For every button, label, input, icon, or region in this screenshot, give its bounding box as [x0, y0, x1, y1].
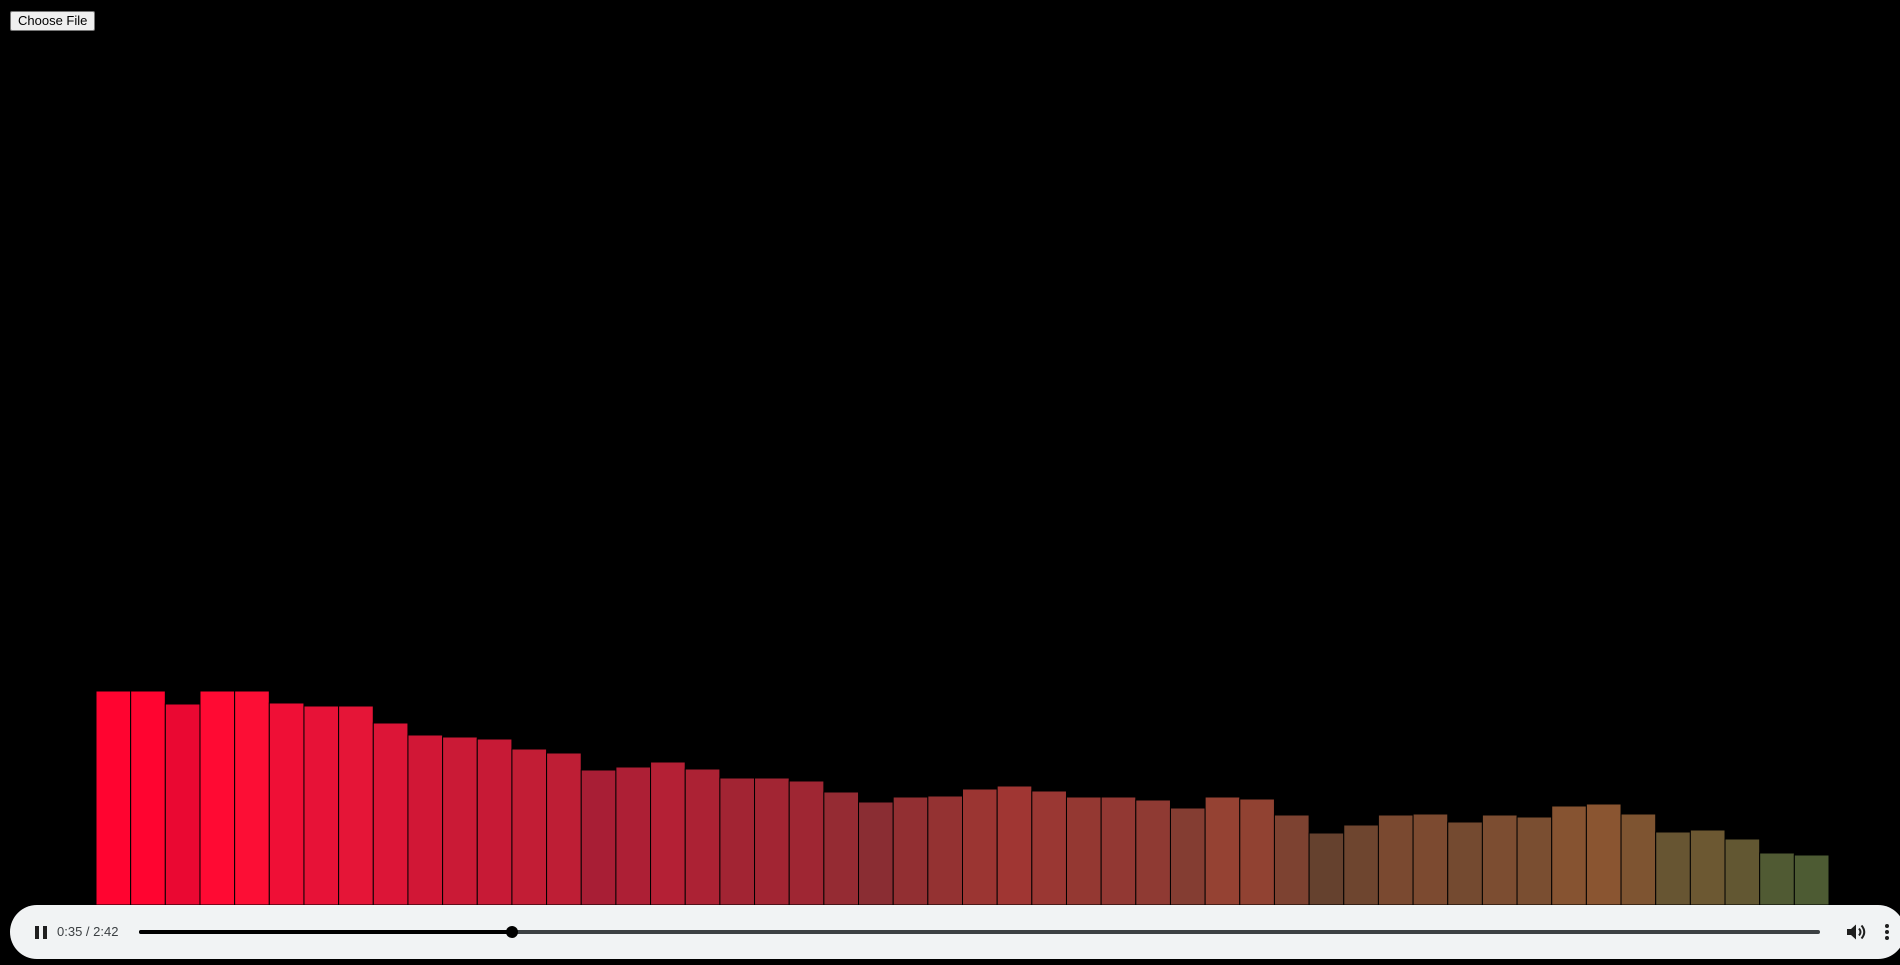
visualizer-bar — [199, 690, 236, 906]
visualizer-bar — [1447, 821, 1483, 906]
visualizer-bar — [338, 705, 374, 906]
visualizer-bar — [546, 752, 582, 906]
visualizer-bar — [1620, 813, 1657, 906]
visualizer-bar — [1481, 814, 1518, 906]
visualizer-bar — [1655, 831, 1691, 906]
visualizer-bar — [130, 690, 166, 906]
time-display: 0:35 / 2:42 — [57, 924, 119, 939]
visualizer-bar — [858, 801, 894, 906]
visualizer-bar — [892, 796, 929, 906]
visualizer-bar — [1308, 832, 1345, 906]
visualizer-bar — [719, 777, 756, 906]
visualizer-bar — [1204, 796, 1241, 906]
pause-icon-bar — [43, 926, 47, 939]
seek-slider[interactable] — [139, 926, 1820, 938]
visualizer-bar — [1273, 814, 1310, 906]
visualizer-bar — [442, 736, 478, 906]
volume-button[interactable] — [1840, 916, 1872, 948]
visualizer-bar — [615, 766, 652, 906]
visualizer-bar — [1239, 798, 1275, 906]
visualizer-bar — [1169, 807, 1206, 906]
more-options-button[interactable] — [1877, 916, 1897, 948]
visualizer-bar — [303, 705, 340, 906]
visualizer-bar — [1516, 816, 1553, 906]
visualizer-bar — [684, 768, 721, 906]
visualizer-bar — [268, 702, 305, 906]
visualizer-bar — [580, 769, 617, 906]
audio-player: 0:35 / 2:42 — [10, 905, 1900, 959]
visualizer-bar — [927, 795, 964, 906]
pause-button[interactable] — [26, 916, 58, 948]
visualizer-bar — [650, 761, 686, 906]
visualizer-bar — [788, 780, 825, 906]
visualizer-bar — [823, 791, 860, 906]
visualizer-bar — [95, 690, 132, 906]
visualizer-bar — [1793, 854, 1830, 906]
visualizer-bar — [1135, 799, 1171, 906]
choose-file-button[interactable]: Choose File — [10, 11, 96, 31]
visualizer-bar — [234, 690, 270, 906]
visualizer-bar — [1031, 790, 1067, 906]
volume-up-icon — [1847, 924, 1866, 940]
visualizer-bar — [511, 748, 548, 906]
visualizer-bar — [754, 777, 790, 906]
pause-icon — [35, 926, 39, 939]
visualizer-bar — [1585, 803, 1622, 906]
seek-slider-thumb[interactable] — [505, 926, 518, 938]
visualizer-bar — [407, 734, 444, 906]
visualizer-bar — [962, 788, 998, 906]
seek-slider-played — [139, 930, 512, 934]
visualizer-bar — [1551, 805, 1587, 906]
visualizer-bar — [372, 722, 409, 906]
visualizer-bar — [1343, 824, 1379, 906]
visualizer-bar — [476, 738, 513, 906]
visualizer-bar — [996, 785, 1033, 906]
visualizer-bar — [1412, 813, 1449, 906]
visualizer-bar — [164, 703, 201, 906]
visualizer-bar — [1759, 852, 1795, 906]
visualizer-bar — [1377, 814, 1414, 906]
visualizer-bar — [1724, 838, 1761, 906]
visualizer-bar — [1065, 796, 1102, 906]
visualizer-bar — [1689, 829, 1726, 906]
visualizer-bar — [1100, 796, 1137, 906]
